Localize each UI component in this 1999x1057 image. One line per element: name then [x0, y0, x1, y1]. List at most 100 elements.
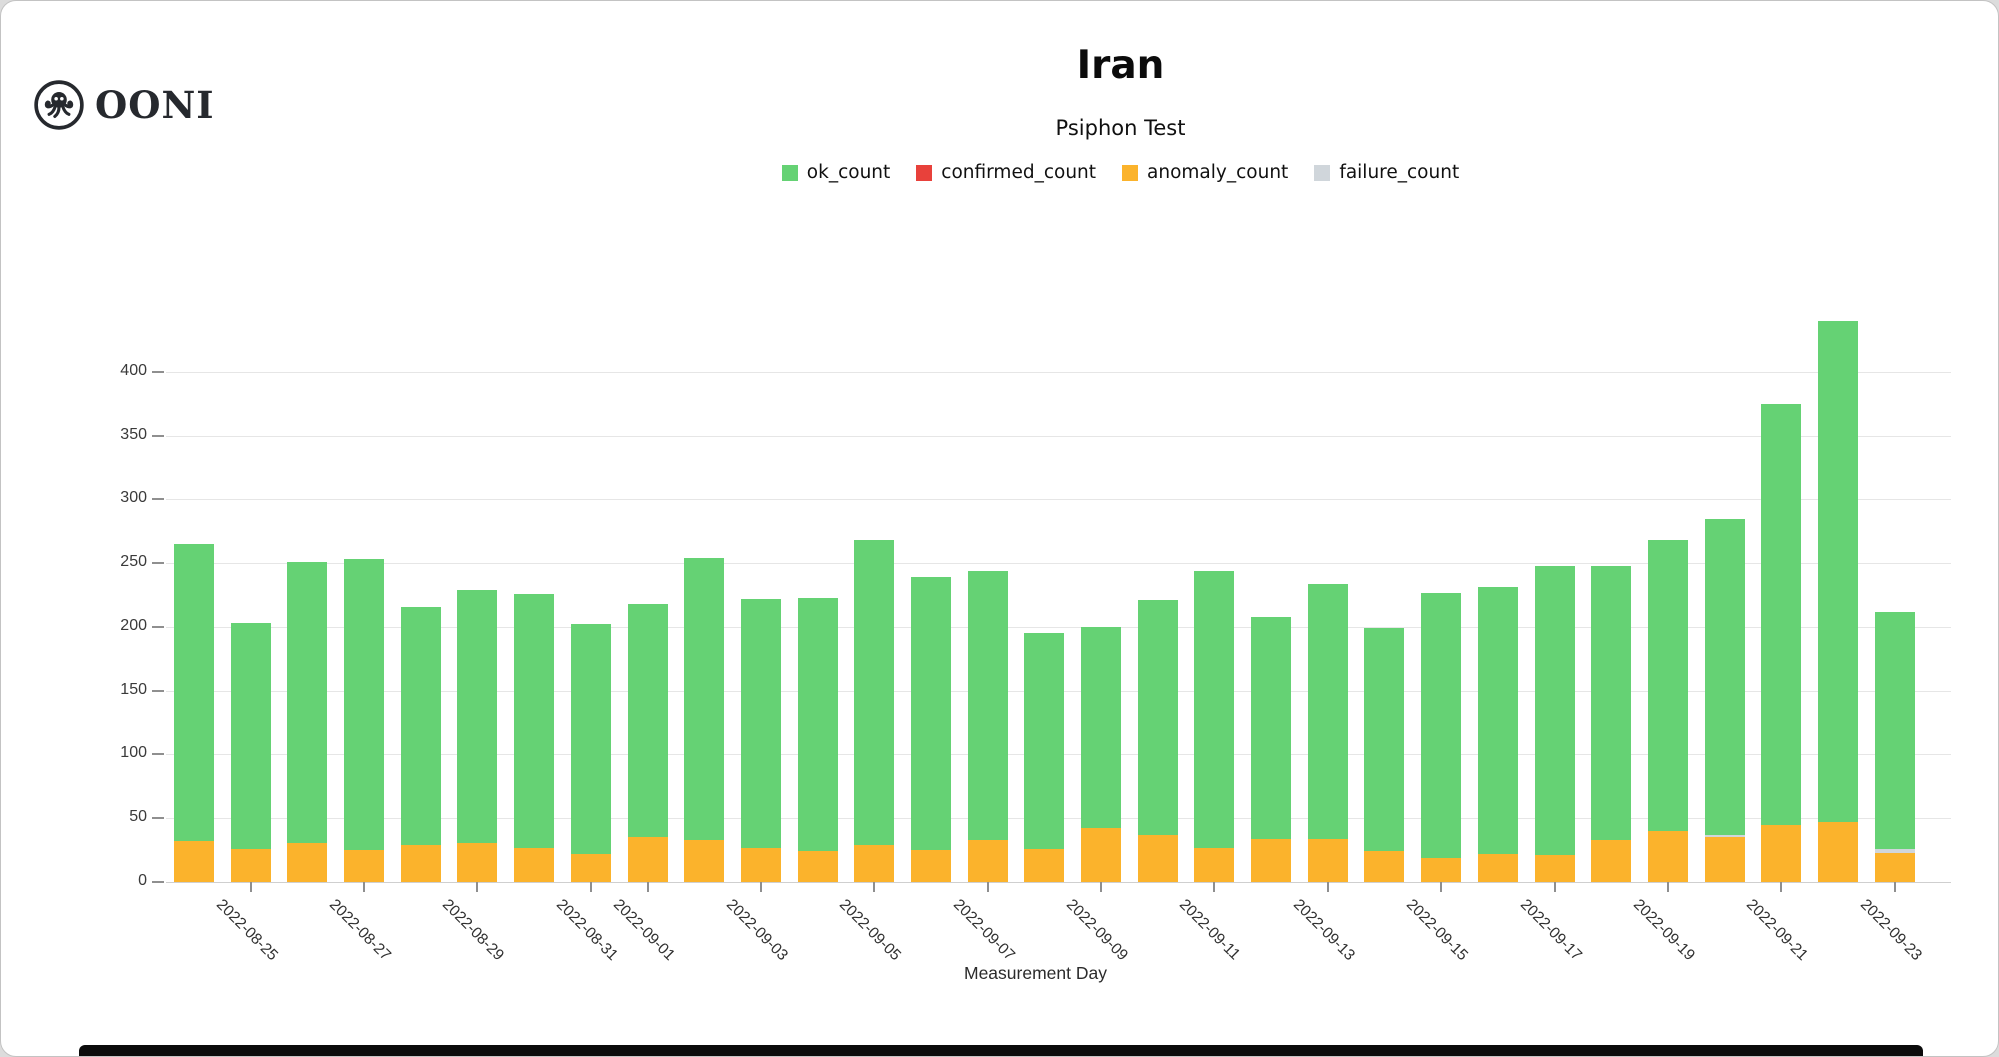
bar-segment-ok_count	[287, 561, 328, 843]
y-gridline-400	[166, 371, 1951, 373]
y-tick-mark	[152, 498, 164, 501]
bar-2022-08-28[interactable]	[400, 606, 441, 882]
legend-item-failure_count: failure_count	[1314, 162, 1459, 183]
bar-segment-ok_count	[514, 593, 555, 848]
y-tick-label-0: 0	[138, 872, 147, 889]
bar-2022-09-11[interactable]	[1194, 570, 1235, 882]
x-tick-label-2022-08-27: 2022-08-27	[326, 896, 395, 965]
y-gridline-250	[166, 563, 1951, 565]
bar-segment-ok_count	[344, 559, 385, 851]
x-tick-mark	[1100, 882, 1103, 892]
y-gridline-200	[166, 626, 1951, 628]
legend-swatch-confirmed_count	[916, 164, 933, 181]
bar-2022-08-31[interactable]	[570, 624, 611, 882]
bar-2022-08-24[interactable]	[174, 544, 214, 882]
x-tick-mark	[1553, 882, 1556, 892]
bar-2022-09-09[interactable]	[1081, 626, 1122, 882]
bar-segment-anomaly_count	[1761, 824, 1802, 882]
bar-2022-09-17[interactable]	[1534, 565, 1575, 882]
legend-label: confirmed_count	[941, 162, 1097, 183]
x-tick-mark	[1893, 882, 1896, 892]
bar-segment-ok_count	[457, 589, 498, 843]
bar-2022-09-07[interactable]	[967, 570, 1008, 882]
bar-segment-ok_count	[400, 606, 441, 845]
bar-segment-anomaly_count	[1704, 837, 1745, 882]
bar-2022-09-22[interactable]	[1818, 320, 1858, 882]
bar-segment-ok_count	[854, 540, 895, 845]
bar-segment-ok_count	[1251, 616, 1292, 839]
bar-segment-ok_count	[1761, 403, 1802, 825]
bar-segment-anomaly_count	[854, 845, 895, 882]
bar-2022-09-05[interactable]	[854, 540, 895, 882]
bar-2022-09-21[interactable]	[1761, 403, 1802, 882]
ooni-logo-text: OONI	[95, 83, 215, 127]
x-tick-label-2022-09-15: 2022-09-15	[1403, 896, 1472, 965]
bar-segment-ok_count	[1647, 540, 1688, 831]
bar-2022-09-18[interactable]	[1591, 565, 1632, 882]
bar-2022-09-16[interactable]	[1477, 587, 1518, 882]
bar-2022-09-03[interactable]	[740, 598, 781, 882]
bar-segment-anomaly_count	[1081, 828, 1122, 882]
bar-segment-ok_count	[740, 598, 781, 848]
bar-2022-09-19[interactable]	[1647, 540, 1688, 882]
legend-label: ok_count	[806, 162, 891, 183]
x-tick-label-2022-09-11: 2022-09-11	[1176, 896, 1244, 964]
bar-2022-08-27[interactable]	[344, 559, 385, 882]
x-tick-label-2022-08-25: 2022-08-25	[212, 896, 281, 965]
bar-segment-ok_count	[1704, 518, 1745, 835]
y-tick-label-100: 100	[120, 744, 147, 762]
bar-segment-anomaly_count	[910, 850, 951, 882]
bar-2022-09-04[interactable]	[797, 597, 838, 882]
bar-segment-anomaly_count	[627, 837, 668, 882]
x-tick-label-2022-08-29: 2022-08-29	[439, 896, 508, 965]
y-tick-label-250: 250	[120, 553, 147, 571]
bar-segment-anomaly_count	[1364, 851, 1405, 882]
bar-2022-09-06[interactable]	[910, 577, 951, 882]
bar-2022-09-13[interactable]	[1307, 583, 1348, 882]
x-tick-label-2022-09-03: 2022-09-03	[722, 896, 791, 965]
legend-label: failure_count	[1339, 162, 1460, 183]
bar-segment-ok_count	[684, 558, 725, 840]
bar-2022-09-08[interactable]	[1024, 633, 1065, 882]
bar-segment-anomaly_count	[344, 850, 385, 882]
bar-2022-09-14[interactable]	[1364, 628, 1405, 882]
legend-swatch-failure_count	[1314, 164, 1331, 181]
bar-segment-ok_count	[1534, 565, 1575, 856]
bar-2022-09-10[interactable]	[1137, 600, 1178, 882]
x-tick-mark	[873, 882, 876, 892]
bar-segment-anomaly_count	[967, 839, 1008, 882]
bar-2022-09-20[interactable]	[1704, 518, 1745, 882]
x-axis-title: Measurement Day	[964, 963, 1107, 983]
bar-2022-08-30[interactable]	[514, 593, 555, 882]
y-gridline-300	[166, 499, 1951, 501]
bar-segment-anomaly_count	[1534, 855, 1575, 882]
bar-segment-failure_count	[1874, 848, 1915, 853]
y-tick-mark	[152, 753, 164, 756]
x-tick-mark	[363, 882, 366, 892]
chart-title: Iran	[1076, 43, 1165, 88]
bar-segment-ok_count	[1081, 626, 1122, 829]
x-tick-mark	[646, 882, 649, 892]
y-tick-mark	[152, 562, 164, 565]
x-tick-mark	[759, 882, 762, 892]
legend-swatch-anomaly_count	[1122, 164, 1139, 181]
bar-2022-08-26[interactable]	[287, 561, 328, 882]
bar-segment-ok_count	[627, 604, 668, 838]
legend-item-anomaly_count: anomaly_count	[1122, 162, 1288, 183]
bar-segment-anomaly_count	[1421, 857, 1462, 882]
bar-2022-09-15[interactable]	[1421, 592, 1462, 882]
bar-segment-anomaly_count	[1477, 853, 1518, 882]
bar-2022-08-29[interactable]	[457, 589, 498, 882]
bar-segment-ok_count	[1194, 570, 1235, 848]
bar-segment-anomaly_count	[1307, 838, 1348, 882]
bar-segment-ok_count	[1477, 587, 1518, 854]
y-tick-mark	[152, 881, 164, 883]
bar-2022-09-01[interactable]	[627, 604, 668, 882]
bar-2022-09-02[interactable]	[684, 558, 725, 882]
bar-2022-09-23[interactable]	[1874, 611, 1915, 882]
legend-label: anomaly_count	[1147, 162, 1289, 183]
bar-segment-ok_count	[1137, 600, 1178, 835]
bar-2022-09-12[interactable]	[1251, 616, 1292, 882]
bar-2022-08-25[interactable]	[230, 623, 271, 882]
